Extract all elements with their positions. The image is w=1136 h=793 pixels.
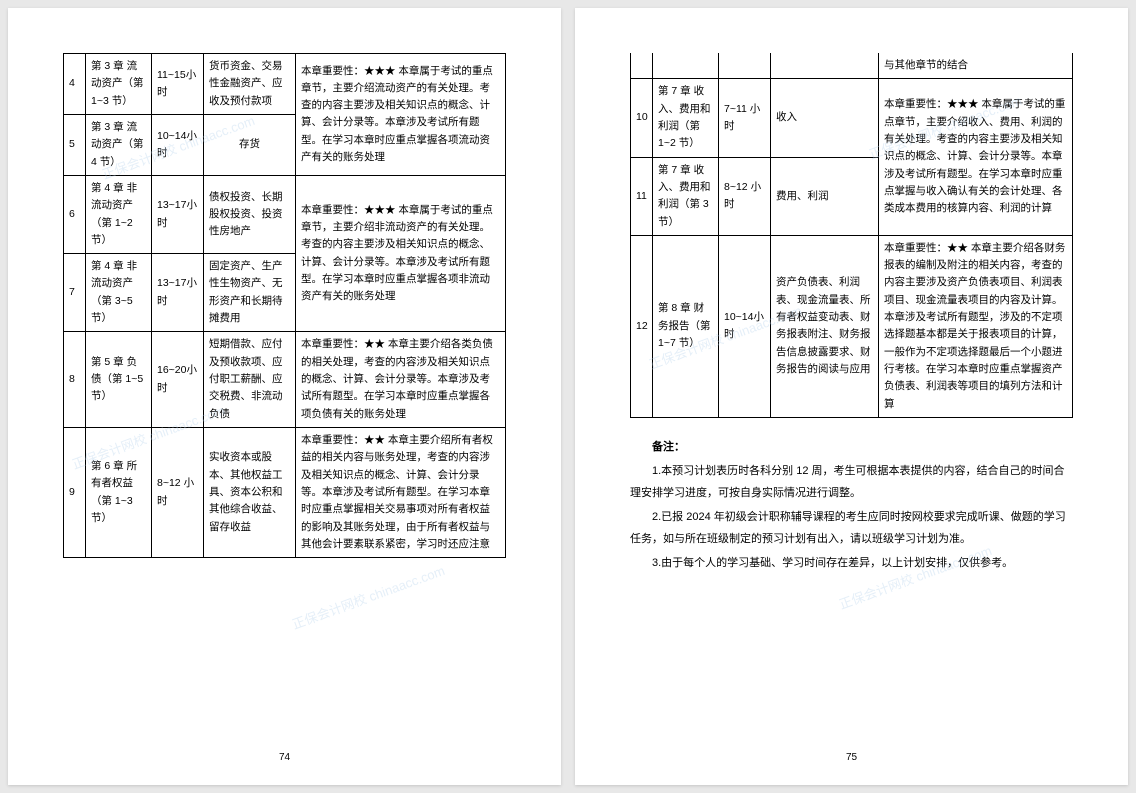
time: 13~17小时 — [152, 254, 204, 332]
topic: 资产负债表、利润表、现金流量表、所有者权益变动表、财务报表附注、财务报告信息披露… — [771, 235, 879, 417]
topic: 债权投资、长期股权投资、投资性房地产 — [204, 175, 296, 253]
page-number: 74 — [8, 750, 561, 765]
table-row: 9 第 6 章 所有者权益（第 1~3节） 8~12 小时 实收资本或股本、其他… — [64, 427, 506, 557]
frag-cell — [771, 53, 879, 79]
table-row: 4 第 3 章 流动资产（第 1~3 节） 11~15小时 货币资金、交易性金融… — [64, 54, 506, 115]
row-number: 11 — [631, 157, 653, 235]
description: 本章重要性：★★★ 本章属于考试的重点章节，主要介绍非流动资产的有关处理。考查的… — [296, 175, 506, 332]
time: 16~20小时 — [152, 332, 204, 428]
description-fragment: 与其他章节的结合 — [879, 53, 1073, 79]
topic: 短期借款、应付及预收款项、应付职工薪酬、应交税费、非流动负债 — [204, 332, 296, 428]
time: 8~12 小时 — [719, 157, 771, 235]
frag-cell — [631, 53, 653, 79]
topic: 实收资本或股本、其他权益工具、资本公积和其他综合收益、留存收益 — [204, 427, 296, 557]
row-number: 5 — [64, 114, 86, 175]
chapter: 第 6 章 所有者权益（第 1~3节） — [86, 427, 152, 557]
watermark: 正保会计网校 chinaacc.com — [290, 561, 448, 634]
chapter: 第 3 章 流动资产（第 4 节） — [86, 114, 152, 175]
row-number: 8 — [64, 332, 86, 428]
topic: 收入 — [771, 79, 879, 157]
chapter: 第 5 章 负债（第 1~5节） — [86, 332, 152, 428]
row-number: 9 — [64, 427, 86, 557]
note-item: 1.本预习计划表历时各科分别 12 周，考生可根据本表提供的内容，结合自己的时间… — [630, 460, 1073, 504]
table-row-fragment: 与其他章节的结合 — [631, 53, 1073, 79]
table-row: 10 第 7 章 收入、费用和利润（第 1~2 节） 7~11 小时 收入 本章… — [631, 79, 1073, 157]
time: 7~11 小时 — [719, 79, 771, 157]
chapter: 第 7 章 收入、费用和利润（第 3节） — [653, 157, 719, 235]
page-right: 正保会计网校 chinaacc.com 正保会计网校 chinaacc.com … — [575, 8, 1128, 785]
time: 10~14小时 — [152, 114, 204, 175]
description: 本章重要性：★★ 本章主要介绍各类负债的相关处理，考查的内容涉及相关知识点的概念… — [296, 332, 506, 428]
page-number: 75 — [575, 750, 1128, 765]
time: 8~12 小时 — [152, 427, 204, 557]
topic: 固定资产、生产性生物资产、无形资产和长期待摊费用 — [204, 254, 296, 332]
frag-cell — [719, 53, 771, 79]
description: 本章重要性：★★ 本章主要介绍各财务报表的编制及附注的相关内容，考查的内容主要涉… — [879, 235, 1073, 417]
table-row: 6 第 4 章 非流动资产（第 1~2节） 13~17小时 债权投资、长期股权投… — [64, 175, 506, 253]
time: 10~14小时 — [719, 235, 771, 417]
topic: 费用、利润 — [771, 157, 879, 235]
page-left: 正保会计网校 chinaacc.com 正保会计网校 chinaacc.com … — [8, 8, 561, 785]
notes-heading: 备注： — [630, 436, 1073, 458]
row-number: 12 — [631, 235, 653, 417]
time: 11~15小时 — [152, 54, 204, 115]
topic: 存货 — [204, 114, 296, 175]
study-plan-table-left: 4 第 3 章 流动资产（第 1~3 节） 11~15小时 货币资金、交易性金融… — [63, 53, 506, 558]
row-number: 7 — [64, 254, 86, 332]
chapter: 第 7 章 收入、费用和利润（第 1~2 节） — [653, 79, 719, 157]
row-number: 4 — [64, 54, 86, 115]
study-plan-table-right: 与其他章节的结合 10 第 7 章 收入、费用和利润（第 1~2 节） 7~11… — [630, 53, 1073, 418]
chapter: 第 3 章 流动资产（第 1~3 节） — [86, 54, 152, 115]
notes-section: 备注： 1.本预习计划表历时各科分别 12 周，考生可根据本表提供的内容，结合自… — [630, 436, 1073, 574]
topic: 货币资金、交易性金融资产、应收及预付款项 — [204, 54, 296, 115]
description: 本章重要性：★★ 本章主要介绍所有者权益的相关内容与账务处理，考查的内容涉及相关… — [296, 427, 506, 557]
row-number: 6 — [64, 175, 86, 253]
chapter: 第 4 章 非流动资产（第 1~2节） — [86, 175, 152, 253]
description: 本章重要性：★★★ 本章属于考试的重点章节，主要介绍收入、费用、利润的有关处理。… — [879, 79, 1073, 236]
chapter: 第 4 章 非流动资产（第 3~5节） — [86, 254, 152, 332]
table-row: 8 第 5 章 负债（第 1~5节） 16~20小时 短期借款、应付及预收款项、… — [64, 332, 506, 428]
row-number: 10 — [631, 79, 653, 157]
frag-cell — [653, 53, 719, 79]
note-item: 2.已报 2024 年初级会计职称辅导课程的考生应同时按网校要求完成听课、做题的… — [630, 506, 1073, 550]
time: 13~17小时 — [152, 175, 204, 253]
note-item: 3.由于每个人的学习基础、学习时间存在差异，以上计划安排，仅供参考。 — [630, 552, 1073, 574]
description: 本章重要性：★★★ 本章属于考试的重点章节，主要介绍流动资产的有关处理。考查的内… — [296, 54, 506, 176]
chapter: 第 8 章 财务报告（第 1~7 节） — [653, 235, 719, 417]
table-row: 12 第 8 章 财务报告（第 1~7 节） 10~14小时 资产负债表、利润表… — [631, 235, 1073, 417]
